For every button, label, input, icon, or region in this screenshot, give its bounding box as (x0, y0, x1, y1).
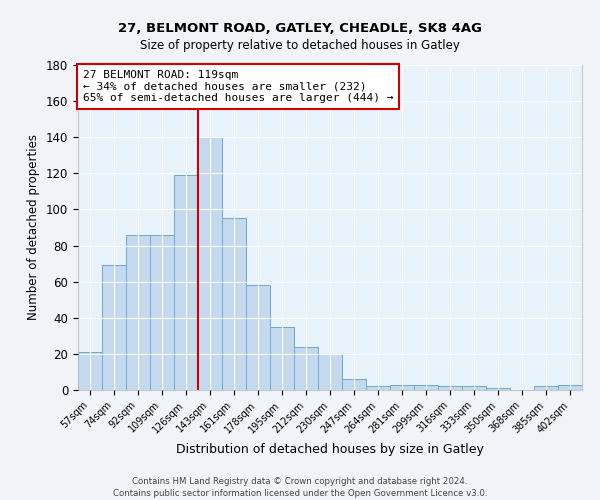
Bar (78, 352, 102, 390)
Bar (534, 386, 558, 390)
Bar (270, 327, 294, 390)
Text: Contains HM Land Registry data © Crown copyright and database right 2024.: Contains HM Land Registry data © Crown c… (132, 478, 468, 486)
Text: Contains public sector information licensed under the Open Government Licence v3: Contains public sector information licen… (113, 489, 487, 498)
Text: 27 BELMONT ROAD: 119sqm
← 34% of detached houses are smaller (232)
65% of semi-d: 27 BELMONT ROAD: 119sqm ← 34% of detache… (83, 70, 394, 103)
Bar (390, 384, 414, 390)
Bar (486, 388, 510, 390)
Text: 27, BELMONT ROAD, GATLEY, CHEADLE, SK8 4AG: 27, BELMONT ROAD, GATLEY, CHEADLE, SK8 4… (118, 22, 482, 36)
Bar (198, 137, 222, 390)
Bar (174, 175, 198, 390)
Bar (366, 386, 390, 390)
Bar (558, 384, 582, 390)
Bar (294, 346, 318, 390)
Bar (246, 286, 270, 390)
X-axis label: Distribution of detached houses by size in Gatley: Distribution of detached houses by size … (176, 443, 484, 456)
Bar (126, 234, 150, 390)
Bar (438, 386, 462, 390)
Bar (318, 354, 342, 390)
Bar (342, 379, 366, 390)
Bar (150, 234, 174, 390)
Bar (102, 266, 126, 390)
Bar (414, 384, 438, 390)
Text: Size of property relative to detached houses in Gatley: Size of property relative to detached ho… (140, 39, 460, 52)
Bar (222, 218, 246, 390)
Y-axis label: Number of detached properties: Number of detached properties (28, 134, 40, 320)
Bar (462, 386, 486, 390)
